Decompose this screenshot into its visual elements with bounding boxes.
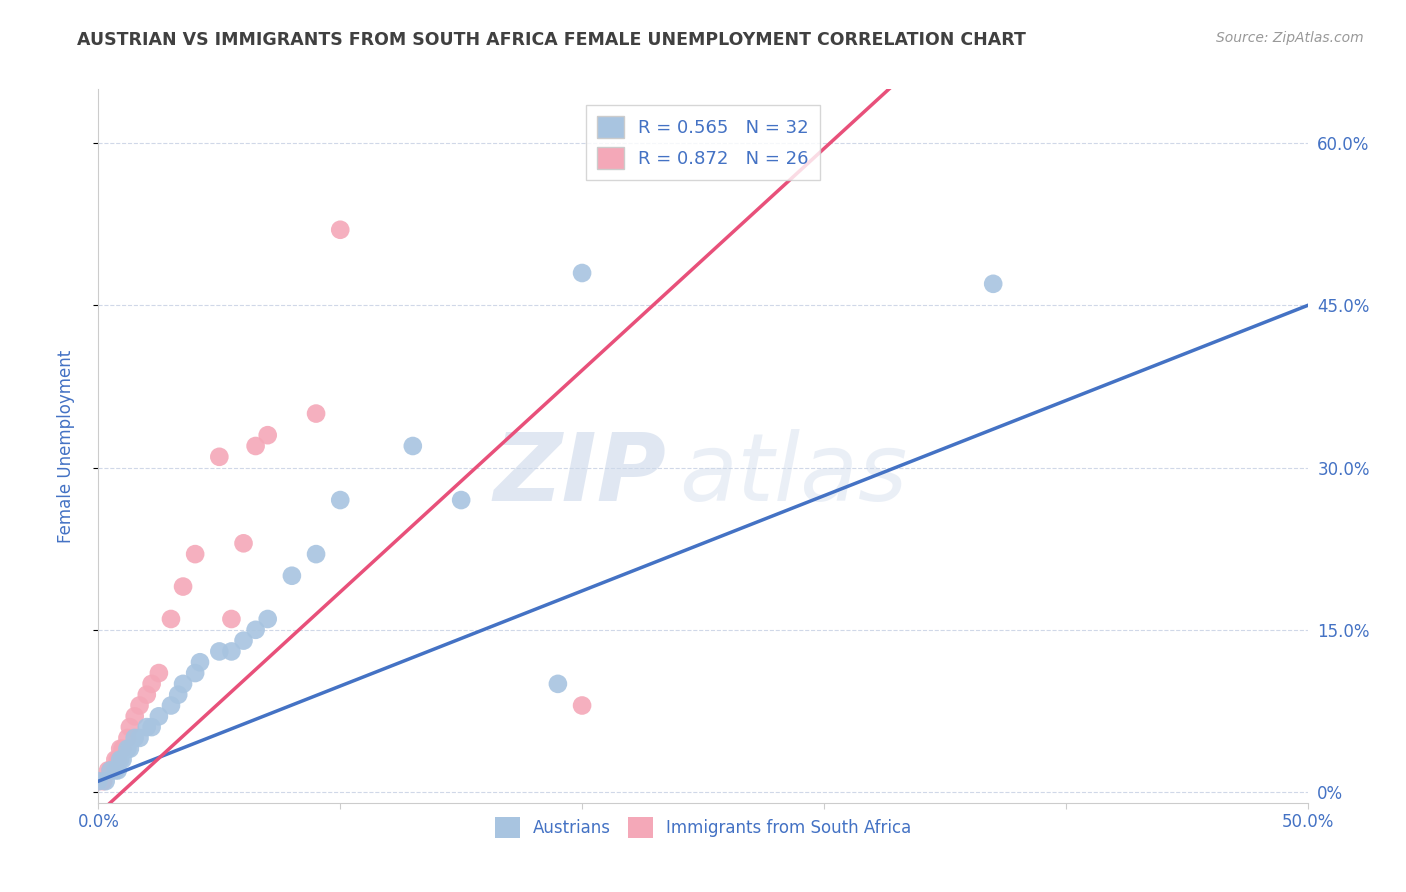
Point xyxy=(160,698,183,713)
Point xyxy=(256,428,278,442)
Point xyxy=(118,720,141,734)
Point xyxy=(160,612,183,626)
Point xyxy=(87,774,110,789)
Point xyxy=(184,666,207,681)
Point xyxy=(107,764,129,778)
Point xyxy=(135,720,157,734)
Point xyxy=(547,677,569,691)
Point xyxy=(111,753,134,767)
Point xyxy=(111,741,134,756)
Point xyxy=(117,741,139,756)
Point xyxy=(124,709,146,723)
Point xyxy=(981,277,1004,291)
Point xyxy=(329,223,352,237)
Point xyxy=(104,753,127,767)
Point xyxy=(124,731,146,745)
Point xyxy=(305,407,328,421)
Point xyxy=(208,644,231,658)
Point xyxy=(100,764,122,778)
Legend: Austrians, Immigrants from South Africa: Austrians, Immigrants from South Africa xyxy=(488,811,918,845)
Point xyxy=(245,439,267,453)
Point xyxy=(172,580,194,594)
Point xyxy=(91,774,114,789)
Point xyxy=(188,655,211,669)
Point xyxy=(97,764,120,778)
Point xyxy=(104,764,127,778)
Point xyxy=(245,623,267,637)
Point xyxy=(402,439,425,453)
Point xyxy=(128,698,150,713)
Point xyxy=(148,709,170,723)
Point xyxy=(108,753,131,767)
Text: AUSTRIAN VS IMMIGRANTS FROM SOUTH AFRICA FEMALE UNEMPLOYMENT CORRELATION CHART: AUSTRIAN VS IMMIGRANTS FROM SOUTH AFRICA… xyxy=(77,31,1026,49)
Text: atlas: atlas xyxy=(679,429,907,520)
Point xyxy=(148,666,170,681)
Point xyxy=(128,731,150,745)
Point xyxy=(172,677,194,691)
Text: ZIP: ZIP xyxy=(494,428,666,521)
Point xyxy=(108,741,131,756)
Point xyxy=(221,644,243,658)
Point xyxy=(281,568,304,582)
Point xyxy=(107,753,129,767)
Point xyxy=(221,612,243,626)
Point xyxy=(118,741,141,756)
Text: Source: ZipAtlas.com: Source: ZipAtlas.com xyxy=(1216,31,1364,45)
Point xyxy=(208,450,231,464)
Point xyxy=(571,698,593,713)
Point xyxy=(141,677,163,691)
Point xyxy=(329,493,352,508)
Point xyxy=(141,720,163,734)
Point xyxy=(135,688,157,702)
Point xyxy=(100,764,122,778)
Point xyxy=(305,547,328,561)
Point xyxy=(94,774,117,789)
Point xyxy=(117,731,139,745)
Point xyxy=(232,536,254,550)
Point xyxy=(571,266,593,280)
Point xyxy=(87,774,110,789)
Point xyxy=(184,547,207,561)
Y-axis label: Female Unemployment: Female Unemployment xyxy=(56,350,75,542)
Point xyxy=(167,688,190,702)
Point xyxy=(256,612,278,626)
Point xyxy=(450,493,472,508)
Point xyxy=(232,633,254,648)
